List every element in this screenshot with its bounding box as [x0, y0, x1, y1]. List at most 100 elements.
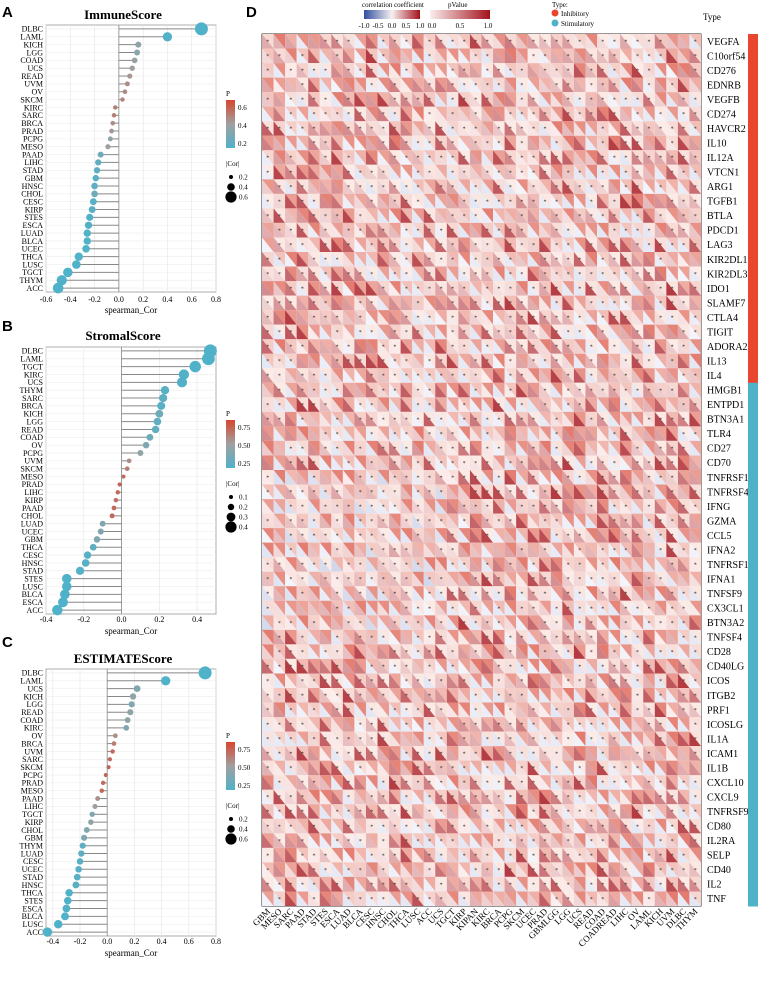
significance-star: *: [336, 592, 339, 598]
significance-star: *: [659, 388, 662, 394]
significance-star: *: [382, 781, 385, 787]
heatmap-cell: [308, 440, 320, 456]
heatmap-cell: *: [481, 77, 494, 93]
heatmap-cell: *: [516, 673, 528, 688]
significance-star: *: [463, 39, 466, 45]
significance-star: *: [359, 810, 362, 816]
heatmap-cell: *: [331, 833, 343, 848]
significance-star: *: [359, 127, 362, 133]
significance-star: *: [405, 39, 408, 45]
heatmap-cell: [435, 48, 447, 64]
heatmap-cell: *: [469, 179, 482, 194]
significance-star: *: [648, 39, 651, 45]
heatmap-cell: [654, 818, 667, 834]
significance-star: *: [648, 810, 651, 816]
heatmap-cell: *: [377, 121, 390, 136]
heatmap-cell: *: [643, 121, 655, 136]
heatmap-cell: [654, 629, 667, 645]
significance-star: *: [370, 752, 373, 758]
heatmap-cell: [597, 193, 609, 209]
heatmap-cell: [539, 702, 551, 718]
category-label: STES: [24, 896, 43, 905]
heatmap-cell: [539, 717, 551, 732]
heatmap-cell: [654, 353, 667, 369]
significance-star: *: [694, 330, 697, 336]
heatmap-cell: *: [550, 789, 563, 805]
heatmap-cell: [435, 92, 447, 107]
heatmap-cell: [377, 63, 390, 78]
heatmap-cell: [666, 891, 678, 906]
significance-star: *: [301, 417, 304, 423]
heatmap-cell: [400, 208, 413, 223]
heatmap-cell: [308, 746, 320, 761]
significance-star: *: [266, 693, 269, 699]
lollipop-point: [155, 409, 164, 418]
heatmap-cell: *: [620, 629, 632, 645]
heatmap-cell: *: [458, 499, 470, 514]
heatmap-cell: *: [365, 470, 378, 485]
heatmap-cell: [331, 615, 343, 630]
heatmap-cell: *: [493, 179, 505, 194]
heatmap-cell: [400, 528, 413, 543]
heatmap-cell: [342, 310, 355, 325]
heatmap-cell: [458, 179, 470, 194]
significance-star: *: [474, 795, 477, 801]
significance-star: *: [278, 839, 281, 845]
significance-star: *: [682, 112, 685, 118]
significance-star: *: [324, 388, 327, 394]
significance-star: *: [555, 606, 558, 612]
heatmap-cell: *: [493, 77, 505, 93]
pvalue-color-bar: [430, 10, 490, 19]
significance-star: *: [451, 592, 454, 598]
significance-star: *: [278, 185, 281, 191]
heatmap-cell: [331, 557, 343, 572]
heatmap-cell: *: [597, 746, 609, 761]
heatmap-cell: *: [643, 77, 655, 93]
type-bar-segment: [748, 528, 758, 544]
heatmap-cell: *: [400, 615, 413, 630]
heatmap-cell: *: [631, 339, 644, 354]
lollipop-point: [92, 803, 98, 809]
heatmap-cell: [504, 92, 517, 107]
p-legend-title: P: [226, 732, 230, 740]
cor-legend-tick: 0.4: [239, 184, 248, 192]
heatmap-cell: *: [585, 702, 598, 718]
significance-star: *: [278, 664, 281, 670]
heatmap-cell: [365, 353, 378, 369]
heatmap-cell: *: [597, 63, 609, 78]
significance-star: *: [682, 403, 685, 409]
heatmap-cell: *: [527, 731, 540, 747]
heatmap-cell: *: [354, 586, 366, 601]
heatmap-cell: [319, 615, 332, 630]
significance-star: *: [301, 563, 304, 569]
significance-star: *: [312, 621, 315, 627]
significance-star: *: [613, 156, 616, 162]
significance-star: *: [405, 475, 408, 481]
significance-star: *: [555, 868, 558, 874]
heatmap-cell: *: [458, 368, 470, 383]
heatmap-cell: [539, 208, 551, 223]
heatmap-cell: *: [539, 48, 551, 64]
significance-star: *: [359, 316, 362, 322]
significance-star: *: [590, 505, 593, 511]
heatmap-cell: *: [504, 644, 517, 659]
heatmap-cell: *: [435, 411, 447, 427]
significance-star: *: [624, 374, 627, 380]
heatmap-cell: *: [458, 193, 470, 209]
heatmap-cell: *: [620, 673, 632, 688]
significance-star: *: [347, 795, 350, 801]
x-tick-label: 0.6: [184, 937, 194, 946]
significance-star: *: [497, 141, 500, 147]
significance-star: *: [370, 417, 373, 423]
heatmap-cell: *: [573, 310, 586, 325]
heatmap-cell: *: [308, 92, 320, 107]
heatmap-cell: *: [389, 77, 401, 93]
significance-star: *: [312, 679, 315, 685]
heatmap-cell: [331, 237, 343, 252]
category-label: ESCA: [23, 904, 44, 913]
heatmap-cell: [666, 658, 678, 674]
heatmap-cell: *: [504, 702, 517, 718]
heatmap-cell: [562, 281, 574, 296]
heatmap-cell: *: [516, 92, 528, 107]
heatmap-cell: *: [620, 368, 632, 383]
